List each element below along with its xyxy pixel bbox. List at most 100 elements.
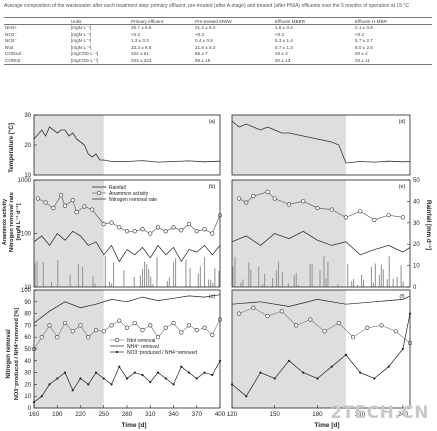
- panel-label: (d): [399, 119, 406, 125]
- data-point-dot: [110, 383, 113, 386]
- tick-label: 30: [413, 221, 420, 227]
- tick-label: 160: [29, 411, 40, 418]
- table-cell: 0.4 ± 0.5: [195, 38, 213, 44]
- data-point-dot: [79, 377, 82, 380]
- data-point-dot: [316, 377, 319, 380]
- table-header-row: Units Primary effluent Pre-treated MWW E…: [4, 16, 432, 26]
- data-point-circle: [51, 205, 56, 211]
- data-point-circle: [117, 225, 122, 230]
- anammox-axis-label-1: Anammox activity: [2, 199, 8, 245]
- series-line-f-1: [231, 295, 411, 307]
- data-point-dot: [56, 377, 59, 380]
- data-point-circle: [251, 305, 256, 310]
- data-point-circle: [132, 229, 137, 234]
- table-cell: NH4+: [5, 25, 17, 31]
- data-point-dot: [359, 371, 362, 374]
- anoxic-phase-shading: [232, 115, 346, 175]
- series-line-e-0: [238, 191, 403, 221]
- data-point-circle: [194, 328, 199, 333]
- table-cell: 2.1 ± 0.9: [355, 25, 373, 31]
- data-point-circle: [379, 323, 384, 328]
- tick-label: 1000: [18, 178, 32, 184]
- table-cell: 333 ± 222: [130, 57, 194, 66]
- table-row: Ntot [mgN·L⁻¹] 33.3 ± 6.8 21.8 ± 5.2 5.7 ± 1…: [4, 45, 432, 52]
- table-row: NH4+ [mgN·L⁻¹] 25.7 ± 6.8 21.2 ± 5.2 1.8 ± 0…: [4, 25, 432, 32]
- data-point-dot: [180, 365, 183, 368]
- tick-label: 340: [168, 411, 179, 418]
- data-point-circle: [171, 225, 176, 230]
- data-point-dot: [259, 371, 262, 374]
- data-point-circle: [35, 196, 40, 201]
- data-point-dot: [102, 377, 105, 380]
- table-header-cell: Pre-treated MWW: [194, 16, 274, 26]
- table-cell: 102 ± 61: [131, 51, 149, 57]
- composition-table: Units Primary effluent Pre-treated MWW E…: [4, 16, 432, 66]
- panel-label: (e): [399, 184, 406, 190]
- data-point-circle: [62, 320, 68, 326]
- data-point-circle: [315, 205, 320, 211]
- data-point-circle: [47, 323, 52, 328]
- data-point-circle: [148, 323, 153, 328]
- data-point-dot: [245, 395, 248, 398]
- x-axis-label-right: Time [d]: [314, 422, 339, 429]
- data-point-circle: [365, 325, 370, 330]
- data-point-circle: [124, 229, 130, 234]
- tick-label: 100: [21, 232, 32, 238]
- data-point-dot: [330, 365, 333, 368]
- series-line-e-1: [231, 230, 411, 256]
- table-cell: NO2⁻: [5, 31, 17, 37]
- data-point-circle: [86, 335, 91, 340]
- panel-label: (c): [209, 294, 216, 300]
- data-point-circle: [171, 320, 176, 326]
- data-point-dot: [302, 371, 305, 374]
- legend-label: Ntot removal: [127, 338, 155, 344]
- series-line-b-1: [33, 230, 221, 263]
- tick-label: 100: [21, 288, 32, 294]
- data-point-circle: [74, 210, 79, 215]
- data-point-circle: [265, 313, 270, 319]
- anoxic-phase-shading: [34, 180, 104, 287]
- table-row: CODtot [mgCOD·L⁻¹] 333 ± 222 69 ± 18 40 ± 13…: [4, 57, 432, 66]
- table-row: NO2⁻ [mgN·L⁻¹] <0.2 <0.2 <0.2 <0.2: [4, 32, 432, 39]
- data-point-circle: [93, 328, 99, 333]
- data-point-circle: [62, 203, 68, 208]
- series-line-a-0: [33, 126, 221, 163]
- data-point-circle: [132, 320, 137, 326]
- data-point-circle: [237, 311, 242, 316]
- table-cell: 33 ± 11: [354, 57, 432, 66]
- data-point-circle: [265, 189, 270, 194]
- data-point-circle: [101, 329, 106, 334]
- data-point-circle: [55, 335, 60, 340]
- legend-label: NH4⁺ removal: [127, 344, 159, 350]
- data-point-circle: [372, 217, 377, 222]
- data-point-dot: [156, 371, 160, 374]
- table-header-cell: [4, 16, 70, 26]
- tick-label: 120: [227, 411, 238, 418]
- tick-label: 80: [24, 312, 31, 318]
- data-point-circle: [59, 193, 64, 198]
- data-point-circle: [109, 220, 114, 225]
- tick-label: 220: [75, 411, 86, 418]
- data-point-dot: [149, 380, 152, 384]
- data-point-circle: [109, 323, 114, 328]
- table-row: NO3⁻ [mgN·L⁻¹] 1.3 ± 0.3 0.4 ± 0.5 5.3 ± 1.4…: [4, 38, 432, 45]
- tick-label: 0: [28, 406, 32, 412]
- data-point-circle: [279, 309, 284, 314]
- rainfall-axis-label: Rainfall [mm d⁻¹]: [425, 200, 432, 250]
- data-point-dot: [211, 373, 214, 377]
- data-point-circle: [117, 318, 122, 323]
- legend-marker-ntot: [114, 337, 120, 343]
- panel-e-frame: [231, 179, 411, 288]
- table-cell: 25.7 ± 6.8: [131, 25, 152, 31]
- data-point-circle: [202, 325, 207, 330]
- tick-label: 10: [24, 173, 31, 179]
- tick-label: 50: [413, 178, 420, 184]
- table-cell: [mgN·L⁻¹]: [71, 44, 92, 50]
- table-cell: 40 ± 13: [274, 57, 354, 66]
- panel-f-frame: [231, 289, 411, 409]
- table-cell: <0.2: [355, 31, 365, 37]
- data-point-circle: [140, 328, 145, 333]
- data-point-circle: [101, 221, 106, 227]
- tick-label: 210: [355, 411, 366, 418]
